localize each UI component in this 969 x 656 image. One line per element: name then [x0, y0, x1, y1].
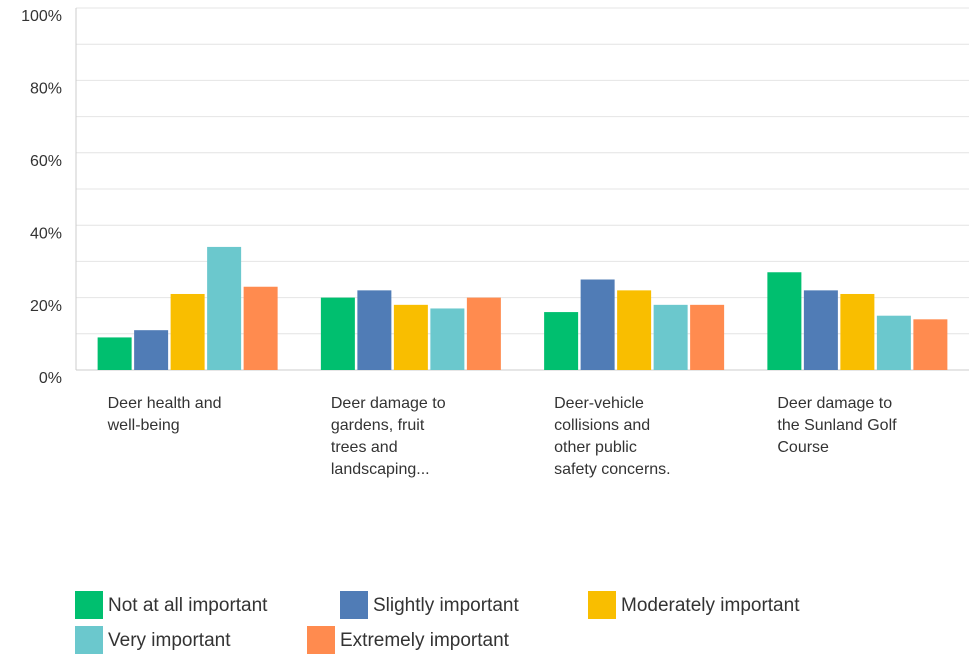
- x-tick-label: the Sunland Golf: [777, 417, 897, 434]
- bar: [170, 293, 205, 370]
- bar: [466, 297, 501, 370]
- bar: [357, 290, 392, 370]
- bar: [690, 304, 725, 370]
- bar: [320, 297, 355, 370]
- x-tick-label: other public: [554, 439, 637, 456]
- x-tick-label: Course: [777, 439, 829, 456]
- bar: [840, 293, 875, 370]
- legend-label: Extremely important: [340, 630, 510, 651]
- legend-swatch: [340, 591, 368, 619]
- legend-swatch: [75, 591, 103, 619]
- bar: [767, 272, 802, 370]
- bar: [876, 315, 911, 370]
- legend-label: Moderately important: [621, 595, 800, 616]
- x-tick-label: well-being: [107, 417, 180, 434]
- bar: [393, 304, 428, 370]
- x-tick-label: Deer health and: [108, 395, 222, 412]
- legend-swatch: [307, 626, 335, 654]
- bar: [544, 312, 579, 370]
- bar: [803, 290, 838, 370]
- x-tick-label: landscaping...: [331, 461, 430, 478]
- legend-label: Not at all important: [108, 595, 268, 616]
- legend-swatch: [75, 626, 103, 654]
- legend-label: Slightly important: [373, 595, 519, 616]
- bar: [580, 279, 615, 370]
- y-tick-label: 100%: [21, 8, 62, 25]
- bar: [97, 337, 132, 370]
- y-tick-label: 80%: [30, 81, 62, 98]
- x-tick-label: Deer damage to: [777, 395, 892, 412]
- x-tick-label: gardens, fruit: [331, 417, 425, 434]
- bar: [653, 304, 688, 370]
- y-tick-label: 40%: [30, 225, 62, 242]
- x-tick-label: collisions and: [554, 417, 650, 434]
- y-tick-label: 60%: [30, 153, 62, 170]
- bar: [207, 246, 242, 370]
- bar: [134, 330, 169, 370]
- x-tick-label: trees and: [331, 439, 398, 456]
- y-tick-label: 0%: [39, 370, 62, 387]
- x-tick-label: safety concerns.: [554, 461, 671, 478]
- legend-label: Very important: [108, 630, 231, 651]
- legend-swatch: [588, 591, 616, 619]
- bar: [617, 290, 652, 370]
- bar: [243, 286, 278, 370]
- x-tick-label: Deer-vehicle: [554, 395, 644, 412]
- y-tick-label: 20%: [30, 298, 62, 315]
- bar: [430, 308, 465, 370]
- x-tick-label: Deer damage to: [331, 395, 446, 412]
- bar: [913, 319, 948, 370]
